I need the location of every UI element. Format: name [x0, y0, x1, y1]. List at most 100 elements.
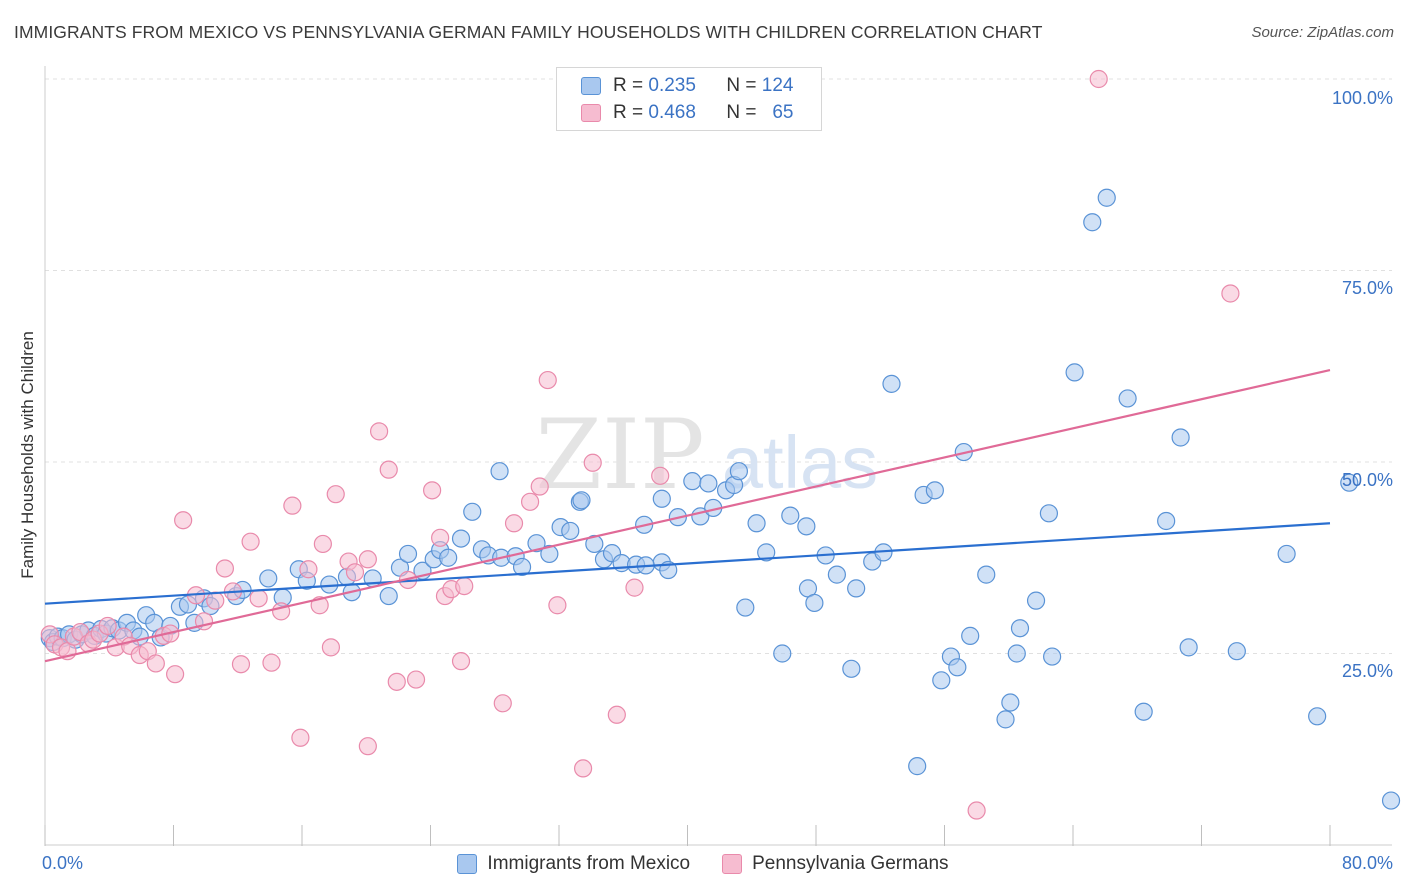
n-value-pa-german: 65: [772, 102, 794, 123]
mexico-point: [847, 579, 866, 598]
mexico-point: [842, 659, 861, 678]
tick-labels: 25.0% 50.0% 75.0% 100.0% 0.0% 80.0%: [42, 88, 1393, 873]
pa-german-point: [358, 550, 377, 569]
pa-german-point: [379, 460, 398, 479]
mexico-point: [977, 565, 996, 584]
legend-item-mexico[interactable]: Immigrants from Mexico: [457, 853, 690, 875]
mexico-point: [1171, 428, 1190, 447]
mexico-point: [379, 586, 398, 606]
legend-label-mexico: Immigrants from Mexico: [487, 853, 691, 874]
pa-german-point: [215, 559, 234, 578]
pa-german-point: [370, 422, 389, 441]
mexico-point: [1083, 213, 1102, 232]
x-tick-label-max: 80.0%: [1342, 853, 1393, 873]
pa-german-point: [451, 652, 471, 671]
pa-german-point: [530, 477, 549, 496]
pa-german-point: [283, 496, 302, 515]
grid-lines: [45, 78, 1392, 654]
legend-label-pa-german: Pennsylvania Germans: [752, 853, 949, 874]
mexico-point: [827, 565, 846, 584]
pa-german-point: [548, 596, 567, 615]
pa-german-point: [607, 705, 626, 724]
pa-german-point: [249, 589, 268, 608]
series-legend: Immigrants from Mexico Pennsylvania Germ…: [0, 851, 1406, 877]
mexico-point: [572, 491, 591, 510]
legend-row-mexico: R = 0.235 N = 124: [581, 73, 793, 99]
n-label: N =: [726, 102, 757, 123]
mexico-point: [1118, 389, 1137, 408]
pa-german-point: [967, 801, 986, 820]
y-tick-label: 75.0%: [1342, 278, 1393, 298]
mexico-point: [683, 472, 702, 491]
mexico-point: [805, 593, 824, 613]
legend-row-pa-german: R = 0.468 N = 65: [581, 100, 793, 126]
pa-german-point: [504, 514, 524, 533]
mexico-point: [1277, 544, 1296, 564]
mexico-point: [1227, 642, 1246, 661]
mexico-trend-line: [44, 522, 1331, 605]
mexico-point: [1001, 693, 1020, 712]
pa-german-point: [423, 481, 442, 500]
y-axis-label: Family Households with Children: [18, 331, 37, 579]
mexico-point: [736, 598, 755, 617]
legend-item-pa-german[interactable]: Pennsylvania Germans: [722, 853, 949, 875]
mexico-point: [1157, 511, 1176, 531]
mexico-point: [1097, 188, 1116, 207]
r-value-pa-german: 0.468: [648, 102, 696, 123]
watermark-zip: ZIP: [535, 399, 704, 511]
trend-lines: [44, 369, 1331, 663]
mexico-point: [439, 548, 458, 567]
mexico-point: [699, 474, 718, 493]
mexico-point: [527, 534, 546, 553]
pa-german-point: [406, 670, 426, 689]
mexico-point: [1039, 504, 1059, 523]
r-label: R =: [613, 75, 644, 96]
mexico-point: [463, 502, 482, 521]
pa-german-point: [455, 576, 474, 596]
source-label: Source: ZipAtlas.com: [1251, 24, 1394, 41]
pa-german-point: [387, 672, 406, 691]
mexico-point: [540, 544, 559, 564]
mexico-point: [451, 529, 471, 548]
mexico-point: [1026, 591, 1046, 610]
y-tick-label: 100.0%: [1332, 88, 1393, 108]
mexico-point: [781, 506, 800, 525]
pa-german-point: [291, 728, 310, 747]
mexico-point: [1043, 647, 1062, 666]
data-points: [40, 69, 1401, 820]
pa-german-point: [98, 616, 117, 636]
pa-german-point: [573, 759, 593, 778]
mexico-point: [1065, 363, 1084, 382]
watermark: ZIP atlas: [535, 399, 878, 511]
mexico-point: [882, 374, 901, 393]
pa-german-point: [625, 578, 644, 597]
pa-german-point: [326, 485, 345, 504]
mexico-point: [259, 569, 278, 588]
y-tick-label: 25.0%: [1342, 661, 1393, 681]
mexico-point: [932, 671, 951, 690]
mexico-point: [996, 710, 1015, 729]
pink-swatch: [581, 104, 601, 122]
mexico-point: [490, 462, 509, 481]
x-tick-label-min: 0.0%: [42, 853, 83, 873]
pa-german-point: [206, 591, 225, 610]
axes: [44, 66, 1392, 846]
pink-swatch: [722, 854, 743, 874]
mexico-point: [1381, 791, 1401, 810]
correlation-legend: R = 0.235 N = 124 R = 0.468 N = 65: [556, 67, 822, 131]
mexico-point: [1340, 473, 1359, 492]
pa-german-point: [321, 638, 341, 657]
pa-german-point: [431, 528, 450, 547]
pa-german-point: [241, 532, 260, 551]
mexico-point: [908, 757, 927, 776]
mexico-point: [561, 521, 580, 541]
blue-swatch: [581, 77, 601, 95]
pa-german-point: [1221, 284, 1240, 303]
blue-swatch: [457, 854, 478, 874]
pa-german-point: [651, 466, 670, 485]
mexico-point: [925, 481, 944, 500]
watermark-atlas: atlas: [722, 421, 878, 504]
mexico-point: [585, 534, 604, 554]
mexico-point: [757, 543, 776, 562]
mexico-point: [948, 658, 967, 677]
